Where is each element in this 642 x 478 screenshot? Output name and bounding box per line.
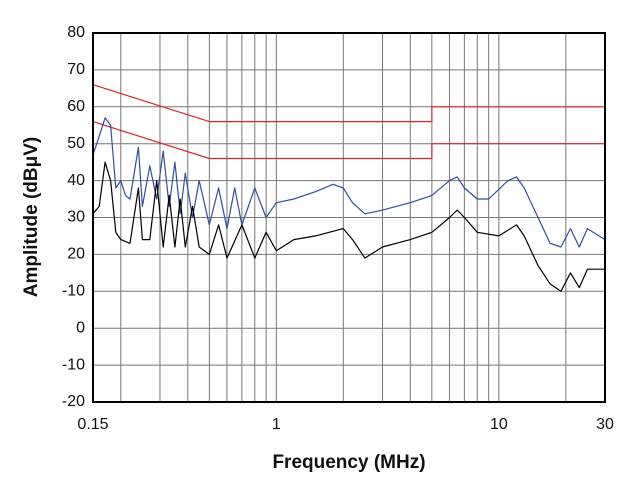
- series-line: [92, 117, 606, 248]
- y-tick-label: 40: [67, 172, 85, 189]
- x-tick-label: 10: [490, 416, 508, 433]
- series-line: [92, 161, 605, 292]
- plot-frame: [92, 32, 606, 403]
- y-tick-label: 80: [67, 24, 85, 41]
- series-line: [92, 84, 605, 123]
- y-tick-label: 70: [67, 61, 85, 78]
- y-tick-label: 0: [76, 319, 85, 336]
- y-tick-label: -20: [62, 393, 85, 410]
- series-line: [92, 121, 605, 160]
- x-tick-label: 1: [272, 416, 281, 433]
- x-axis-label: Frequency (MHz): [272, 452, 425, 473]
- y-tick-label: 20: [67, 246, 85, 263]
- x-tick-label: 0.15: [77, 416, 108, 433]
- y-axis-label: Amplitude (dBμV): [21, 137, 42, 297]
- x-tick-label: 30: [596, 416, 614, 433]
- y-tick-label: 30: [67, 209, 85, 226]
- y-tick-label: -10: [62, 283, 85, 300]
- y-tick-label: 60: [67, 98, 85, 115]
- y-tick-label: 50: [67, 135, 85, 152]
- y-tick-label: -10: [62, 356, 85, 373]
